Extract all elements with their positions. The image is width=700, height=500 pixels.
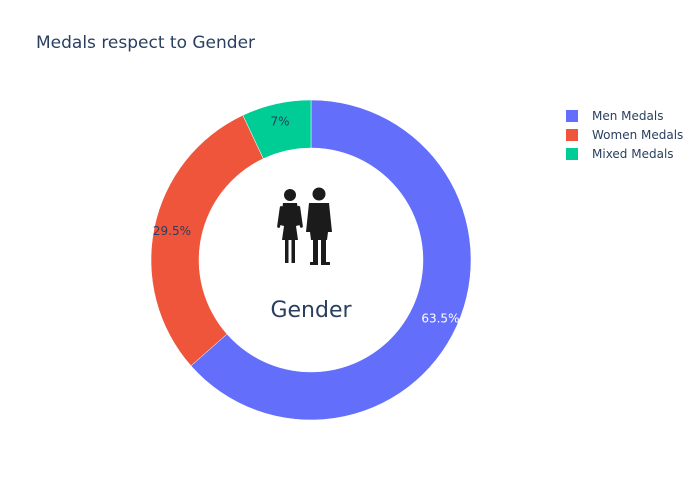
- legend-item-men-medals[interactable]: Men Medals: [566, 106, 683, 125]
- chart-title: Medals respect to Gender: [36, 33, 256, 53]
- slice-men-medals[interactable]: [190, 99, 472, 421]
- center-label: Gender: [270, 298, 352, 323]
- legend-label: Mixed Medals: [592, 146, 674, 161]
- legend-swatch: [566, 128, 578, 141]
- legend-item-women-medals[interactable]: Women Medals: [566, 125, 683, 144]
- legend-swatch: [566, 109, 578, 122]
- legend-label: Men Medals: [592, 108, 664, 123]
- legend: Men Medals Women Medals Mixed Medals: [566, 106, 683, 163]
- slice-mixed-medals[interactable]: [242, 99, 312, 159]
- legend-label: Women Medals: [592, 127, 684, 142]
- people-silhouette-icon: [277, 187, 332, 265]
- slice-women-medals[interactable]: [150, 114, 264, 367]
- donut-slices: [150, 99, 472, 421]
- slice-label-men-medals: 63.5%: [421, 311, 459, 325]
- slice-label-women-medals: 29.5%: [153, 224, 191, 238]
- legend-item-mixed-medals[interactable]: Mixed Medals: [566, 144, 683, 163]
- slice-labels: 63.5% 29.5% 7%: [153, 114, 460, 325]
- slice-label-mixed-medals: 7%: [271, 114, 290, 128]
- legend-swatch: [566, 147, 578, 160]
